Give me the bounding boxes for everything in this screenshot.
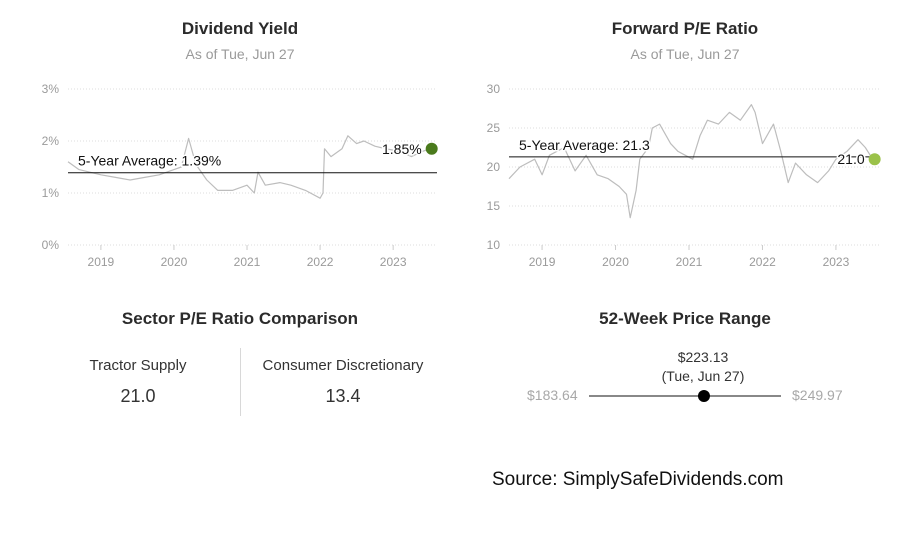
series-line	[67, 135, 430, 199]
dividend-yield-subtitle: As of Tue, Jun 27	[185, 46, 295, 62]
dividend-yield-title: Dividend Yield	[181, 19, 299, 38]
x-tick-label: 2021	[234, 255, 261, 269]
forward-pe-subtitle: As of Tue, Jun 27	[630, 46, 740, 62]
average-label: 5-Year Average: 21.3	[519, 137, 650, 153]
forward-pe-title: Forward P/E Ratio	[611, 19, 759, 38]
x-tick-label: 2023	[823, 255, 850, 269]
price-range-bar	[589, 390, 781, 402]
sector-pe-title: Sector P/E Ratio Comparison	[121, 309, 359, 328]
range-low: $183.64	[527, 387, 578, 403]
x-tick-label: 2022	[749, 255, 776, 269]
series-line	[508, 103, 874, 219]
price-range-title: 52-Week Price Range	[599, 309, 771, 328]
x-tick-label: 2019	[529, 255, 556, 269]
current-price: $223.13	[677, 349, 729, 365]
range-high: $249.97	[792, 387, 843, 403]
y-tick-label: 10	[487, 238, 501, 252]
y-tick-label: 25	[487, 121, 501, 135]
y-tick-label: 1%	[42, 186, 60, 200]
x-tick-label: 2023	[380, 255, 407, 269]
average-label: 5-Year Average: 1.39%	[78, 153, 221, 169]
latest-value-label: 1.85%	[382, 141, 422, 157]
latest-value-marker	[425, 142, 438, 155]
x-tick-label: 2022	[307, 255, 334, 269]
price-range-marker	[697, 390, 710, 402]
source-credit: Source: SimplySafeDividends.com	[492, 469, 784, 490]
x-tick-label: 2019	[88, 255, 115, 269]
x-tick-label: 2021	[676, 255, 703, 269]
current-price-date: (Tue, Jun 27)	[661, 368, 745, 384]
y-tick-label: 30	[487, 82, 501, 96]
x-tick-label: 2020	[602, 255, 629, 269]
latest-value-marker	[868, 153, 881, 166]
sector-value-consumer-discretionary: 13.4	[325, 386, 361, 406]
y-tick-label: 2%	[42, 134, 60, 148]
y-tick-label: 20	[487, 160, 501, 174]
y-tick-label: 15	[487, 199, 501, 213]
sector-divider	[240, 348, 241, 416]
latest-value-label: 21.0	[837, 151, 864, 167]
dividend-yield-chart: 0% 1% 2% 3% 2019 2020 2021 2022 2023 5-Year Avera…	[42, 82, 438, 269]
y-tick-label: 0%	[42, 238, 60, 252]
forward-pe-chart: 10 15 20 25 30 2019 2020 2021 2022 2023 5-Year Ave…	[487, 82, 881, 269]
y-tick-label: 3%	[42, 82, 60, 96]
sector-value-tractor-supply: 21.0	[120, 386, 156, 406]
sector-name-consumer-discretionary: Consumer Discretionary	[262, 357, 424, 374]
x-tick-label: 2020	[161, 255, 188, 269]
sector-name-tractor-supply: Tractor Supply	[89, 357, 187, 374]
